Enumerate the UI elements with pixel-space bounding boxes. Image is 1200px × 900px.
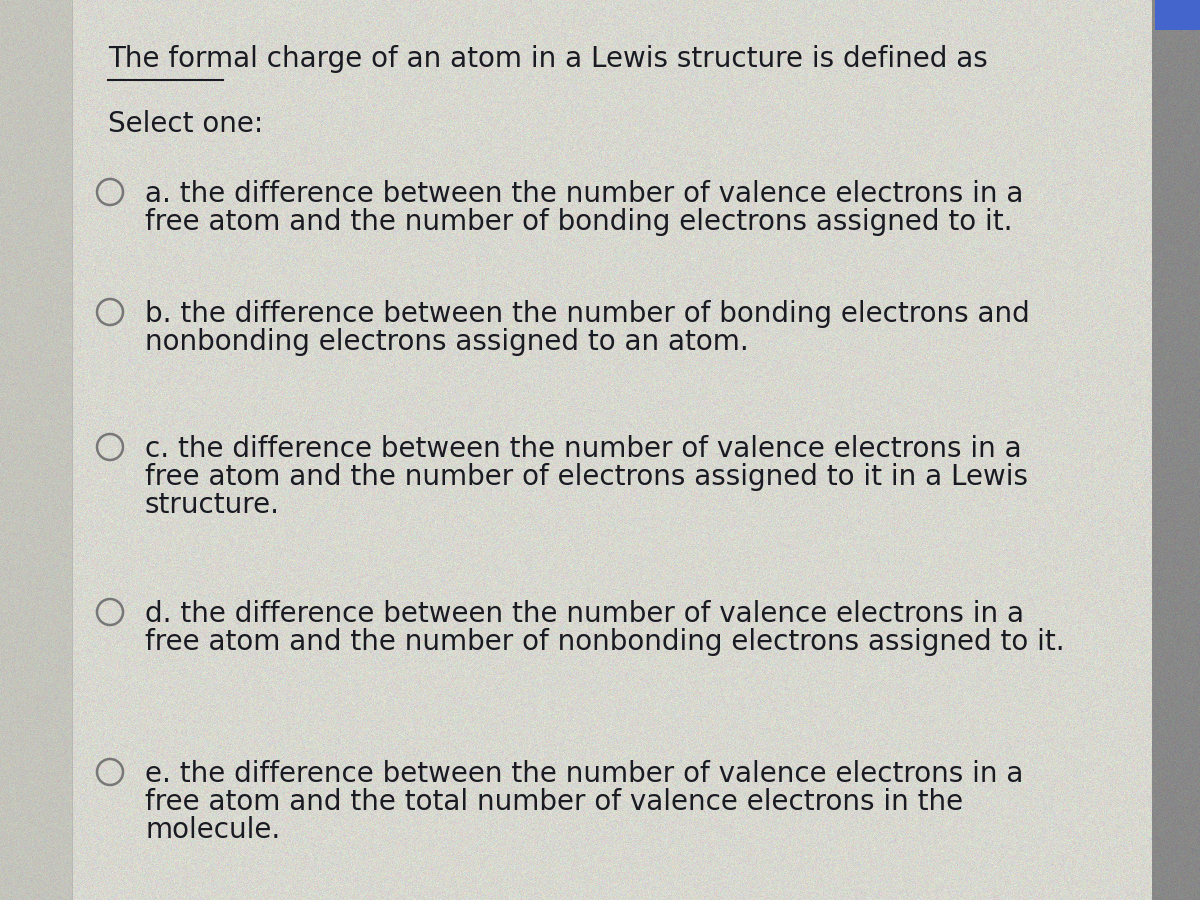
Text: The formal charge of an atom in a Lewis structure is defined as: The formal charge of an atom in a Lewis … xyxy=(108,45,988,73)
Text: structure.: structure. xyxy=(145,491,280,519)
Text: d. the difference between the number of valence electrons in a: d. the difference between the number of … xyxy=(145,600,1024,628)
Text: free atom and the number of bonding electrons assigned to it.: free atom and the number of bonding elec… xyxy=(145,208,1013,236)
Text: free atom and the total number of valence electrons in the: free atom and the total number of valenc… xyxy=(145,788,964,816)
Text: free atom and the number of nonbonding electrons assigned to it.: free atom and the number of nonbonding e… xyxy=(145,628,1064,656)
FancyBboxPatch shape xyxy=(1154,0,1200,30)
Text: Select one:: Select one: xyxy=(108,110,263,138)
Text: c. the difference between the number of valence electrons in a: c. the difference between the number of … xyxy=(145,435,1021,463)
Text: free atom and the number of electrons assigned to it in a Lewis: free atom and the number of electrons as… xyxy=(145,463,1028,491)
Text: molecule.: molecule. xyxy=(145,816,281,844)
Text: a. the difference between the number of valence electrons in a: a. the difference between the number of … xyxy=(145,180,1024,208)
Text: e. the difference between the number of valence electrons in a: e. the difference between the number of … xyxy=(145,760,1024,788)
Text: nonbonding electrons assigned to an atom.: nonbonding electrons assigned to an atom… xyxy=(145,328,749,356)
Text: b. the difference between the number of bonding electrons and: b. the difference between the number of … xyxy=(145,300,1030,328)
